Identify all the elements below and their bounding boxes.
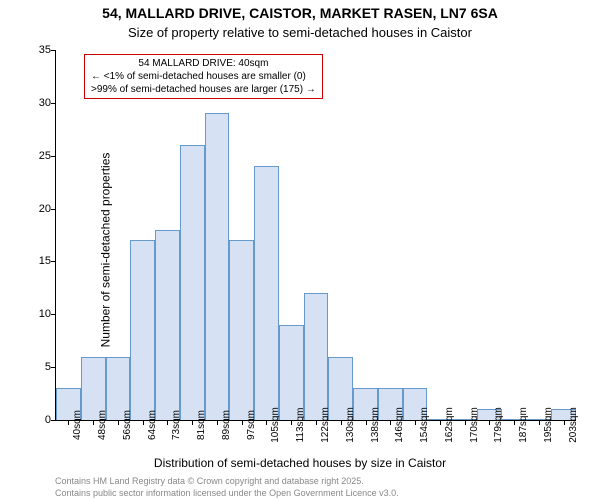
x-tick-mark: [242, 420, 243, 425]
histogram-bar: [155, 230, 180, 420]
x-tick-label: 179sqm: [493, 407, 504, 443]
y-tick-label: 20: [39, 203, 56, 215]
footer-copyright: Contains HM Land Registry data © Crown c…: [55, 476, 364, 486]
y-tick-label: 15: [39, 255, 56, 267]
y-tick-label: 25: [39, 150, 56, 162]
plot-area: 54 MALLARD DRIVE: 40sqm ← <1% of semi-de…: [55, 50, 576, 421]
footer-license: Contains public sector information licen…: [55, 488, 399, 498]
x-tick-mark: [266, 420, 267, 425]
x-tick-mark: [564, 420, 565, 425]
x-tick-mark: [192, 420, 193, 425]
y-tick-label: 5: [45, 361, 56, 373]
x-tick-mark: [93, 420, 94, 425]
x-tick-mark: [366, 420, 367, 425]
chart-title-sub: Size of property relative to semi-detach…: [0, 25, 600, 40]
x-tick-mark: [415, 420, 416, 425]
chart-title-main: 54, MALLARD DRIVE, CAISTOR, MARKET RASEN…: [0, 5, 600, 21]
x-tick-label: 203sqm: [568, 407, 579, 443]
info-box: 54 MALLARD DRIVE: 40sqm ← <1% of semi-de…: [84, 54, 323, 99]
x-tick-mark: [118, 420, 119, 425]
chart-container: 54, MALLARD DRIVE, CAISTOR, MARKET RASEN…: [0, 0, 600, 500]
info-box-title: 54 MALLARD DRIVE: 40sqm: [91, 57, 316, 70]
y-tick-label: 35: [39, 44, 56, 56]
histogram-bar: [304, 293, 329, 420]
x-tick-mark: [514, 420, 515, 425]
x-tick-mark: [316, 420, 317, 425]
histogram-bar: [254, 166, 279, 420]
histogram-bar: [229, 240, 254, 420]
x-tick-mark: [143, 420, 144, 425]
x-tick-mark: [440, 420, 441, 425]
x-tick-mark: [217, 420, 218, 425]
x-tick-mark: [167, 420, 168, 425]
histogram-bar: [279, 325, 304, 420]
x-tick-mark: [465, 420, 466, 425]
x-tick-label: 154sqm: [419, 407, 430, 443]
x-tick-mark: [489, 420, 490, 425]
x-tick-mark: [390, 420, 391, 425]
y-tick-label: 30: [39, 97, 56, 109]
y-tick-label: 0: [45, 414, 56, 426]
histogram-bar: [130, 240, 155, 420]
x-tick-label: 162sqm: [444, 407, 455, 443]
x-axis-label: Distribution of semi-detached houses by …: [0, 456, 600, 470]
histogram-bar: [205, 113, 230, 420]
x-tick-label: 187sqm: [518, 407, 529, 443]
x-tick-mark: [341, 420, 342, 425]
info-box-larger: >99% of semi-detached houses are larger …: [91, 83, 316, 96]
x-tick-mark: [291, 420, 292, 425]
info-box-smaller: ← <1% of semi-detached houses are smalle…: [91, 70, 316, 83]
x-tick-mark: [539, 420, 540, 425]
y-tick-label: 10: [39, 308, 56, 320]
x-tick-mark: [68, 420, 69, 425]
histogram-bar: [180, 145, 205, 420]
